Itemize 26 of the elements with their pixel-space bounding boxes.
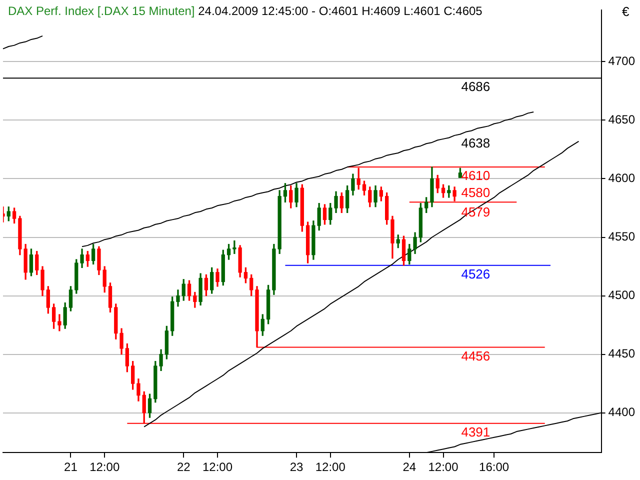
x-tick-label: 16:00 (479, 460, 510, 474)
y-tick-label: 4500 (608, 288, 636, 302)
x-tick-label: 12:00 (428, 460, 459, 474)
x-tick-label: 21 (64, 460, 78, 474)
annotation: 4686 (461, 79, 490, 94)
y-tick-label: 4400 (608, 405, 636, 420)
chart-subtitle: 24.04.2009 12:45:00 - O:4601 H:4609 L:4601 C:4605 (198, 4, 482, 18)
annotation: 4456 (461, 348, 490, 364)
annotation: 4610 (461, 168, 490, 184)
y-tick-label: 4700 (608, 54, 636, 68)
x-tick-label: 22 (176, 460, 191, 474)
y-axis-title: € (622, 4, 630, 19)
chart-title: DAX Perf. Index [.DAX 15 Minuten] (8, 4, 195, 18)
annotation: 4580 (461, 185, 490, 200)
annotation: 4391 (461, 424, 490, 440)
y-tick-label: 4650 (608, 112, 636, 127)
y-tick-label: 4600 (608, 171, 636, 186)
x-tick-label: 23 (290, 460, 304, 474)
x-tick-label: 12:00 (202, 460, 233, 474)
annotation: 4526 (461, 266, 490, 282)
x-tick-label: 24 (402, 460, 416, 474)
y-tick-label: 4450 (608, 346, 636, 361)
x-tick-label: 12:00 (90, 460, 120, 474)
annotation: 4638 (461, 135, 490, 150)
y-tick-label: 4550 (608, 230, 636, 244)
x-tick-label: 12:00 (315, 460, 346, 474)
